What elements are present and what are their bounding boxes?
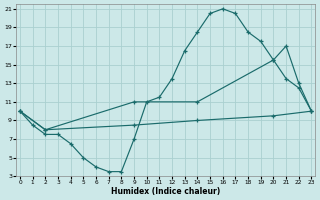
X-axis label: Humidex (Indice chaleur): Humidex (Indice chaleur) <box>111 187 220 196</box>
